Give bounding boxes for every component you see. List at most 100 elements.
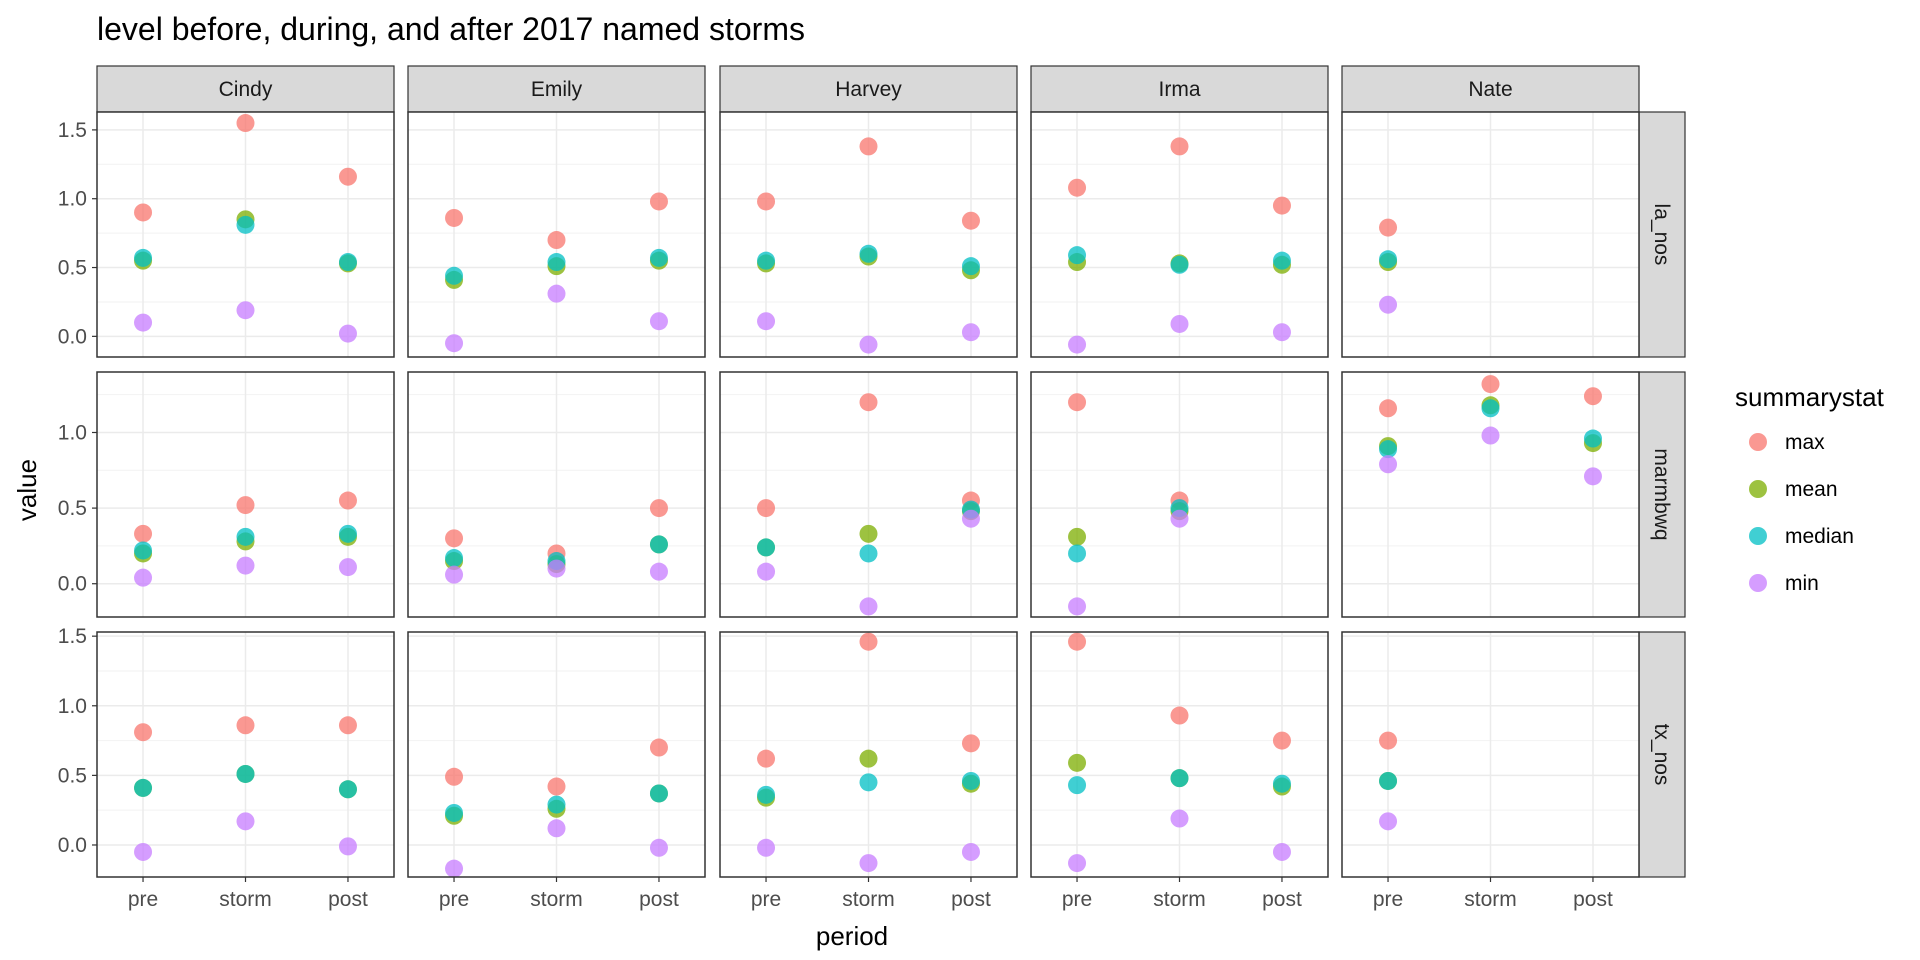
facet-strip-tx_nos: tx_nos (1638, 631, 1686, 878)
y-tick-label: 0.0 (58, 573, 87, 596)
y-tick-label: 0.0 (58, 325, 87, 348)
point-median-post (649, 784, 668, 803)
point-median-pre (134, 248, 153, 267)
y-tick-label: 0.5 (58, 764, 87, 787)
point-min-pre (134, 568, 153, 587)
point-mean-pre (1068, 753, 1087, 772)
point-max-storm (859, 632, 878, 651)
point-min-post (338, 324, 357, 343)
point-median-storm (547, 795, 566, 814)
point-median-storm (1170, 255, 1189, 274)
point-median-pre (134, 541, 153, 560)
panel-tx_nos-cindy (96, 631, 395, 878)
facet-strip-harvey: Harvey (719, 65, 1018, 113)
facet-strip-label: marmbwq (1650, 448, 1673, 540)
point-median-post (338, 253, 357, 272)
point-min-post (649, 562, 668, 581)
facet-strip-marmbwq: marmbwq (1638, 371, 1686, 618)
point-median-post (961, 257, 980, 276)
facet-strip-emily: Emily (407, 65, 706, 113)
facet-strip-label: la_nos (1650, 204, 1673, 266)
point-mean-storm (859, 749, 878, 768)
y-tick-label: 0.5 (58, 257, 87, 280)
point-min-post (649, 312, 668, 331)
point-max-storm (859, 137, 878, 156)
point-max-post (1272, 196, 1291, 215)
legend: summarystat max mean median min (1735, 382, 1885, 595)
panel-border (1030, 371, 1329, 618)
x-tick-label: storm (530, 888, 583, 911)
point-median-storm (1481, 399, 1500, 418)
x-tick-label: storm (219, 888, 272, 911)
point-median-pre (1379, 250, 1398, 269)
point-max-storm (1481, 375, 1500, 394)
point-mean-pre (1068, 527, 1087, 546)
point-max-storm (1170, 706, 1189, 725)
point-max-pre (757, 499, 776, 518)
legend-key-min (1749, 574, 1767, 592)
point-min-storm (859, 335, 878, 354)
point-max-post (1583, 387, 1602, 406)
panel-la_nos-irma (1030, 111, 1329, 358)
legend-label: mean (1785, 478, 1838, 501)
point-median-pre (1379, 771, 1398, 790)
point-max-post (338, 167, 357, 186)
point-min-storm (236, 812, 255, 831)
y-tick-label: 1.5 (58, 625, 87, 648)
point-min-pre (1068, 597, 1087, 616)
facet-strip-bg (1030, 65, 1329, 113)
facet-strip-label: Cindy (219, 78, 273, 101)
point-max-storm (236, 496, 255, 515)
point-median-post (1272, 774, 1291, 793)
point-median-post (338, 780, 357, 799)
point-max-pre (757, 192, 776, 211)
panel-border (719, 371, 1018, 618)
y-tick-label: 1.0 (58, 188, 87, 211)
point-min-pre (445, 859, 464, 878)
point-median-storm (859, 544, 878, 563)
point-min-pre (757, 838, 776, 857)
point-max-pre (134, 524, 153, 543)
point-min-pre (1379, 812, 1398, 831)
point-max-pre (1379, 731, 1398, 750)
x-tick-label: pre (439, 888, 469, 911)
point-min-storm (547, 284, 566, 303)
legend-label: median (1785, 525, 1854, 548)
point-median-storm (236, 764, 255, 783)
point-min-post (1272, 842, 1291, 861)
point-min-pre (445, 565, 464, 584)
point-median-pre (757, 538, 776, 557)
point-max-pre (757, 749, 776, 768)
facet-strip-label: Nate (1468, 78, 1512, 101)
point-max-pre (445, 767, 464, 786)
x-tick-label: storm (1153, 888, 1206, 911)
point-median-storm (859, 244, 878, 263)
point-median-pre (445, 266, 464, 285)
point-min-storm (859, 597, 878, 616)
point-max-post (961, 734, 980, 753)
panel-marmbwq-irma (1030, 371, 1329, 618)
point-min-pre (1068, 854, 1087, 873)
point-max-storm (1170, 137, 1189, 156)
point-max-post (338, 716, 357, 735)
legend-item-mean: mean (1749, 478, 1838, 501)
point-max-storm (547, 231, 566, 250)
point-min-storm (1170, 314, 1189, 333)
point-median-post (1583, 429, 1602, 448)
point-max-post (649, 738, 668, 757)
point-min-post (961, 842, 980, 861)
point-min-pre (134, 313, 153, 332)
point-max-pre (1068, 393, 1087, 412)
facet-strip-bg (1638, 371, 1686, 618)
legend-label: min (1785, 572, 1819, 595)
panel-marmbwq-nate (1341, 371, 1640, 618)
point-max-storm (859, 393, 878, 412)
point-max-post (338, 491, 357, 510)
point-mean-storm (859, 524, 878, 543)
legend-item-min: min (1749, 572, 1819, 595)
panel-border (407, 111, 706, 358)
x-tick-label: pre (751, 888, 781, 911)
x-tick-label: post (328, 888, 368, 911)
legend-title: summarystat (1735, 382, 1885, 412)
point-median-pre (1068, 544, 1087, 563)
